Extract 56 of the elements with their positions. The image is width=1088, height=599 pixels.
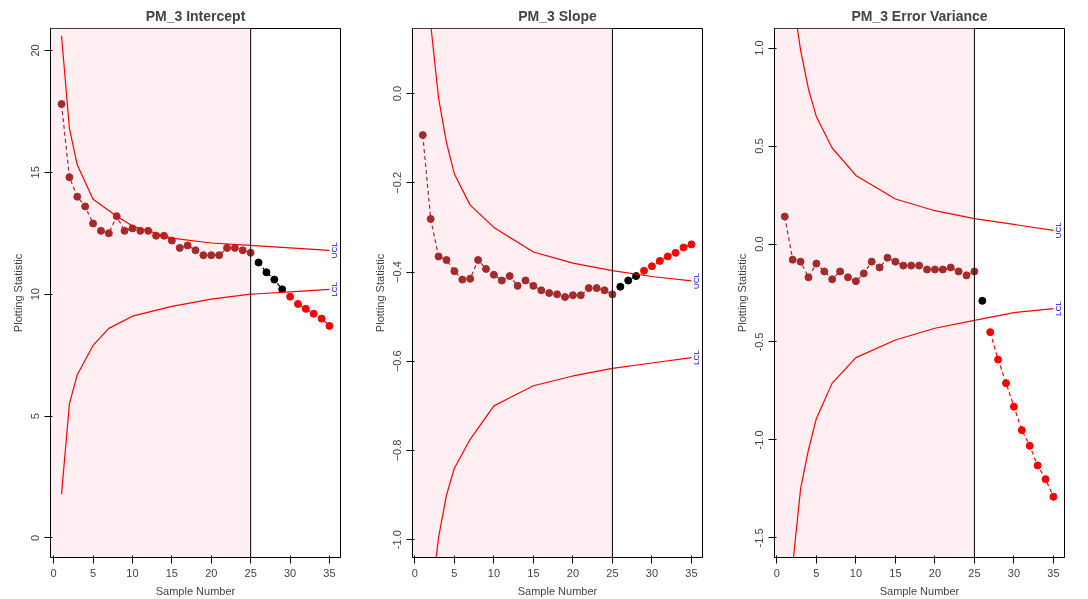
- x-tick-label: 25: [968, 566, 981, 579]
- text: LCL: [692, 349, 701, 366]
- y-tick-label: -0.5: [753, 332, 766, 352]
- x-tick-label: 10: [487, 566, 501, 579]
- text: UCL: [692, 272, 701, 289]
- y-tick-label: 20: [29, 44, 42, 57]
- text: LCL: [330, 281, 339, 297]
- y-tick-label: −0.6: [391, 350, 404, 373]
- x-tick-label: 20: [205, 566, 218, 579]
- x-tick-label: 15: [889, 566, 902, 579]
- x-axis-title: Sample Number: [879, 584, 960, 597]
- x-tick-label: 5: [90, 566, 97, 579]
- y-tick-label: −0.8: [391, 439, 404, 462]
- text: UCL: [330, 241, 339, 259]
- x-tick-label: 25: [244, 566, 257, 579]
- x-tick-label: 35: [1047, 566, 1060, 579]
- y-tick-label: -1.5: [753, 528, 766, 548]
- chart-title: PM_3 Intercept: [145, 7, 246, 24]
- x-tick-label: 10: [126, 566, 139, 579]
- x-tick-label: 20: [928, 566, 942, 579]
- y-axis-title: Plotting Statistic: [373, 253, 386, 333]
- y-tick-label: 1.0: [753, 40, 766, 56]
- x-axis-title: Sample Number: [155, 584, 236, 597]
- x-tick-label: 5: [451, 566, 458, 579]
- x-tick-label: 15: [527, 566, 540, 579]
- y-tick-label: 15: [29, 166, 42, 179]
- y-tick-label: −0.4: [391, 261, 404, 283]
- x-tick-label: 30: [283, 566, 297, 579]
- x-tick-label: 5: [813, 566, 820, 579]
- chart-title: PM_3 Error Variance: [851, 7, 988, 24]
- y-tick-label: 0: [29, 534, 42, 542]
- y-tick-label: 5: [29, 413, 42, 420]
- y-tick-label: 10: [29, 288, 42, 301]
- y-tick-label: -1.0: [391, 530, 404, 550]
- x-tick-label: 15: [165, 566, 178, 579]
- y-tick-label: -1.0: [753, 430, 766, 450]
- x-tick-label: 0: [773, 566, 780, 579]
- x-tick-label: 25: [606, 566, 619, 579]
- x-tick-label: 35: [323, 566, 336, 579]
- x-tick-label: 0: [50, 566, 57, 579]
- y-tick-label: 0.5: [753, 138, 766, 154]
- x-tick-label: 10: [849, 566, 863, 579]
- x-tick-label: 0: [411, 566, 418, 579]
- x-tick-label: 30: [1007, 566, 1021, 579]
- x-tick-label: 35: [685, 566, 698, 579]
- y-axis-title: Plotting Statistic: [735, 253, 748, 333]
- y-axis-title: Plotting Statistic: [11, 253, 24, 333]
- y-tick-label: 0.0: [391, 85, 404, 102]
- chart-title: PM_3 Slope: [518, 7, 597, 24]
- text: LCL: [1054, 300, 1063, 317]
- text: UCL: [1054, 221, 1063, 239]
- x-axis-title: Sample Number: [517, 584, 598, 597]
- x-tick-label: 20: [566, 566, 580, 579]
- x-tick-label: 30: [645, 566, 659, 579]
- y-tick-label: −0.2: [391, 171, 404, 194]
- y-tick-label: 0.0: [753, 236, 766, 252]
